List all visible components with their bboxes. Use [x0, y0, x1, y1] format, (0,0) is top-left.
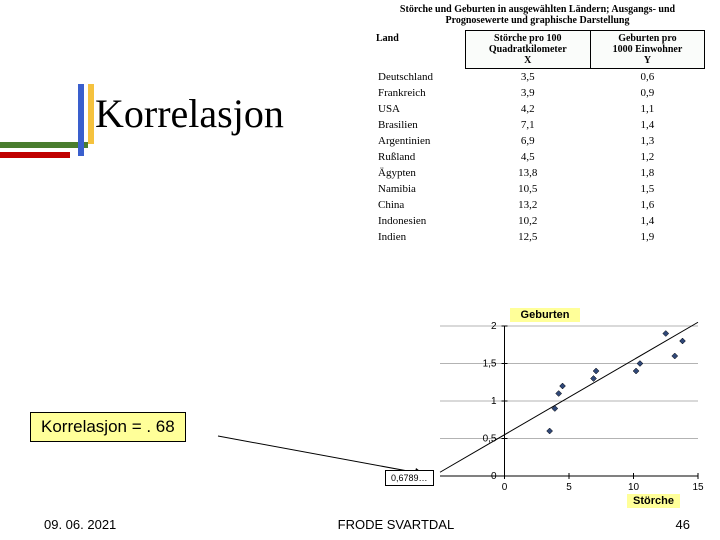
table-row: Deutschland3,50,6 [370, 69, 705, 86]
chart-x-axis-label: Störche [627, 494, 680, 508]
footer-date: 09. 06. 2021 [44, 517, 116, 532]
caption-line1: Störche und Geburten in ausgewählten Län… [400, 4, 675, 15]
accent-bar-red [0, 152, 70, 158]
chart-y-axis-label: Geburten [510, 308, 580, 322]
slide-footer: 09. 06. 2021 FRODE SVARTDAL 46 [0, 517, 720, 532]
table-row: Ägypten13,81,8 [370, 165, 705, 181]
svg-text:0: 0 [502, 482, 508, 493]
data-table: Störche und Geburten in ausgewählten Län… [370, 4, 705, 245]
chart-canvas: 00,511,52051015 [380, 308, 710, 493]
table-row: Argentinien6,91,3 [370, 133, 705, 149]
col-x: Störche pro 100 Quadratkilometer X [465, 31, 590, 69]
table-row: Indien12,51,9 [370, 229, 705, 245]
table-row: Rußland4,51,2 [370, 149, 705, 165]
caption-line2: Prognosewerte und graphische Darstellung [446, 15, 630, 26]
col-land: Land [370, 31, 465, 69]
r-value-box: 0,6789… [385, 470, 434, 486]
footer-author: FRODE SVARTDAL [338, 517, 455, 532]
page-title: Korrelasjon [95, 90, 284, 137]
accent-bar-blue [78, 84, 84, 156]
table-row: Frankreich3,90,9 [370, 85, 705, 101]
table-row: USA4,21,1 [370, 101, 705, 117]
svg-text:0: 0 [491, 471, 497, 482]
accent-bar-yellow [88, 84, 94, 144]
correlation-callout: Korrelasjon = . 68 [30, 412, 186, 442]
table-row: Namibia10,51,5 [370, 181, 705, 197]
svg-text:5: 5 [566, 482, 572, 493]
footer-page: 46 [676, 517, 690, 532]
table-row: Brasilien7,11,4 [370, 117, 705, 133]
table: Land Störche pro 100 Quadratkilometer X … [370, 30, 705, 245]
col-y: Geburten pro 1000 Einwohner Y [590, 31, 704, 69]
svg-text:15: 15 [692, 482, 704, 493]
table-row: China13,21,6 [370, 197, 705, 213]
svg-text:10: 10 [628, 482, 640, 493]
table-caption: Störche und Geburten in ausgewählten Län… [378, 4, 697, 26]
svg-text:1,5: 1,5 [483, 359, 497, 370]
table-row: Indonesien10,21,4 [370, 213, 705, 229]
svg-text:1: 1 [491, 396, 497, 407]
accent-bar-green [0, 142, 88, 148]
svg-text:2: 2 [491, 321, 497, 332]
